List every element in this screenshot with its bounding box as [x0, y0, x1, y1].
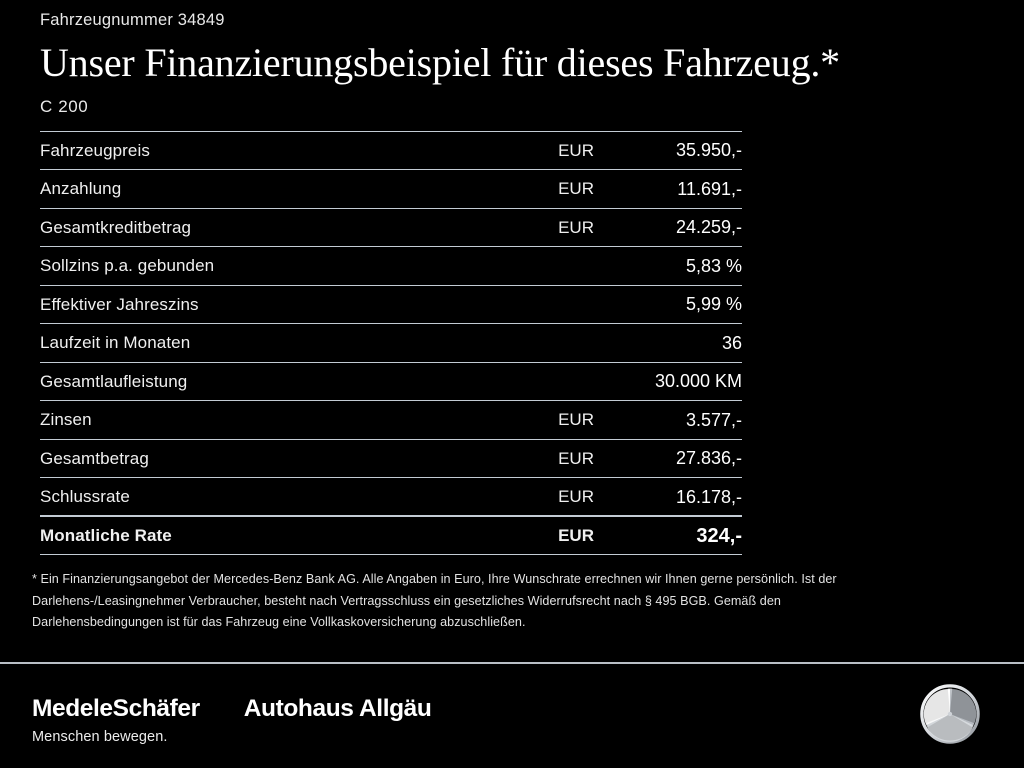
dealer-primary-logo[interactable]: MedeleSchäfer Menschen bewegen. — [32, 696, 200, 745]
row-label: Schlussrate — [40, 477, 476, 517]
legal-footnote: * Ein Finanzierungsangebot der Mercedes-… — [32, 572, 837, 630]
page-title: Unser Finanzierungsbeispiel für dieses F… — [40, 40, 840, 86]
table-row: Fahrzeugpreis EUR 35.950,- — [40, 130, 742, 170]
row-label: Zinsen — [40, 400, 476, 440]
row-label: Gesamtlaufleistung — [40, 361, 476, 401]
row-currency — [476, 361, 594, 401]
dealer-secondary-name[interactable]: Autohaus Allgäu — [243, 695, 432, 722]
row-currency: EUR — [476, 130, 594, 170]
row-currency: EUR — [476, 400, 594, 440]
table-row: Gesamtlaufleistung 30.000 KM — [40, 361, 742, 401]
row-currency: EUR — [476, 515, 594, 556]
row-currency: EUR — [476, 438, 594, 478]
row-value: 27.836,- — [594, 438, 742, 478]
row-value: 5,99 % — [594, 284, 742, 324]
vehicle-model: C 200 — [40, 96, 89, 116]
row-value: 11.691,- — [594, 169, 742, 209]
financing-table: Fahrzeugpreis EUR 35.950,- Anzahlung EUR 11.6… — [40, 130, 742, 556]
row-currency: EUR — [476, 477, 594, 517]
row-currency: EUR — [476, 207, 594, 247]
row-label: Gesamtkreditbetrag — [40, 207, 476, 247]
row-value: 324,- — [594, 515, 742, 556]
mercedes-benz-star-icon — [918, 682, 982, 746]
dealer-primary-tagline: Menschen bewegen. — [32, 728, 168, 745]
financing-table-body: Fahrzeugpreis EUR 35.950,- Anzahlung EUR 11.6… — [40, 130, 742, 556]
row-currency — [476, 246, 594, 286]
dealer-primary-name: MedeleSchäfer — [32, 695, 200, 722]
page-footer: MedeleSchäfer Menschen bewegen. Autohaus… — [0, 664, 1024, 768]
row-value: 16.178,- — [594, 477, 742, 517]
table-row: Effektiver Jahreszins 5,99 % — [40, 284, 742, 324]
row-currency — [476, 284, 594, 324]
row-label: Sollzins p.a. gebunden — [40, 246, 476, 286]
row-label: Anzahlung — [40, 169, 476, 209]
table-row: Zinsen EUR 3.577,- — [40, 400, 742, 440]
page-header: Fahrzeugnummer 34849 Unser Finanzierungs… — [0, 0, 1024, 117]
dealer-logos: MedeleSchäfer Menschen bewegen. Autohaus… — [32, 695, 432, 745]
table-row: Gesamtkreditbetrag EUR 24.259,- — [40, 207, 742, 247]
row-label: Gesamtbetrag — [40, 438, 476, 478]
row-currency: EUR — [476, 169, 594, 209]
row-label: Fahrzeugpreis — [40, 130, 476, 170]
row-value: 36 — [594, 323, 742, 363]
row-value: 35.950,- — [594, 130, 742, 170]
row-label: Monatliche Rate — [40, 515, 476, 556]
table-row: Sollzins p.a. gebunden 5,83 % — [40, 246, 742, 286]
row-value: 5,83 % — [594, 246, 742, 286]
table-row: Schlussrate EUR 16.178,- — [40, 477, 742, 517]
row-value: 30.000 KM — [594, 361, 742, 401]
row-label: Laufzeit in Monaten — [40, 323, 476, 363]
row-currency — [476, 323, 594, 363]
table-row: Gesamtbetrag EUR 27.836,- — [40, 438, 742, 478]
footer-divider — [0, 662, 1024, 664]
row-value: 3.577,- — [594, 400, 742, 440]
table-row: Anzahlung EUR 11.691,- — [40, 169, 742, 209]
vehicle-number: Fahrzeugnummer 34849 — [40, 11, 225, 29]
row-value: 24.259,- — [594, 207, 742, 247]
table-row: Laufzeit in Monaten 36 — [40, 323, 742, 363]
table-row: Monatliche Rate EUR 324,- — [40, 515, 742, 556]
row-label: Effektiver Jahreszins — [40, 284, 476, 324]
